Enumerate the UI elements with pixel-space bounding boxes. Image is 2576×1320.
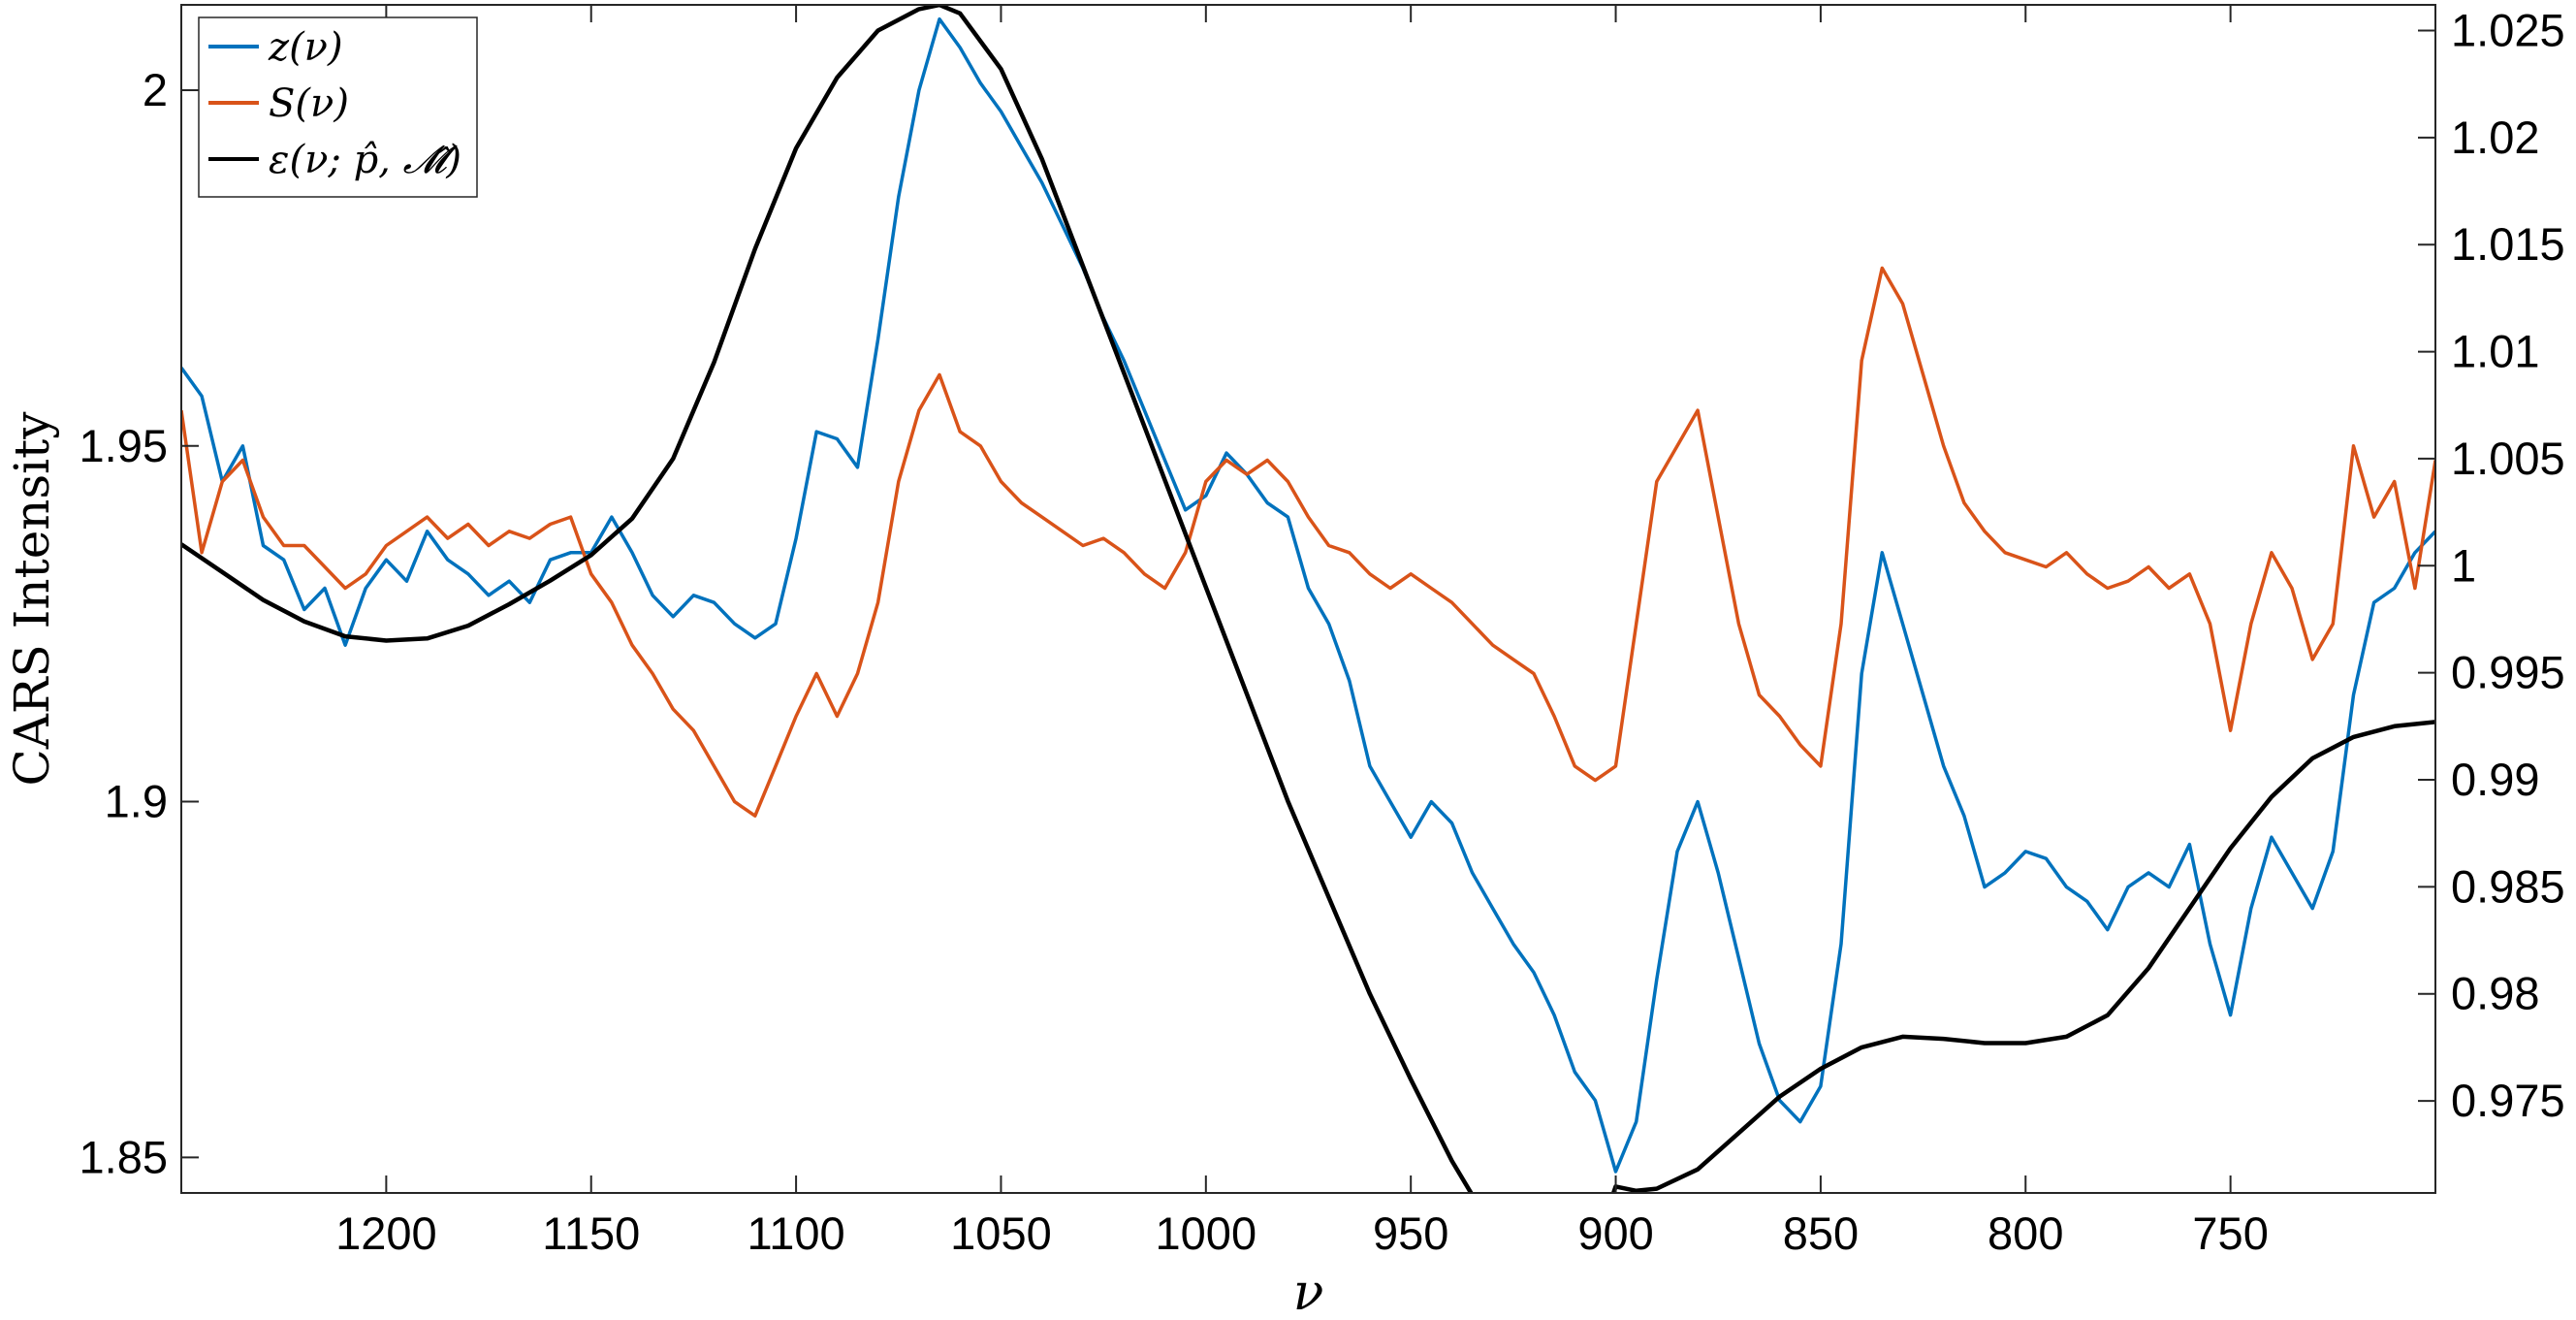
x-tick-label: 850: [1783, 1207, 1859, 1259]
y-axis-label: CARS Intensity: [4, 411, 60, 787]
y2-tick-label: 0.99: [2451, 754, 2539, 805]
x-tick-label: 1200: [335, 1207, 437, 1259]
y2-tick-label: 1.005: [2451, 433, 2565, 484]
x-tick-label: 1050: [950, 1207, 1052, 1259]
series-line-1: [181, 16, 2435, 1174]
legend: z(ν) S(ν) ε(ν; p̂, 𝓜̂): [198, 16, 478, 198]
series-line-3: [181, 5, 2435, 1193]
y2-tick-label: 1.02: [2451, 112, 2539, 163]
x-tick-label: 800: [1988, 1207, 2063, 1259]
y2-tick-label: 1: [2451, 539, 2476, 591]
x-tick-label: 750: [2192, 1207, 2268, 1259]
plot-lines: [181, 5, 2435, 1193]
y-tick-label: 1.9: [105, 776, 168, 827]
y2-axis-ticks: 0.975 0.98 0.985 0.99 0.995 1 1.005 1.01 1.015 1.…: [2418, 4, 2565, 1126]
y2-tick-label: 0.985: [2451, 860, 2565, 912]
axes-box: [180, 4, 2436, 1194]
y-axis-ticks: 1.85 1.9 1.95 2: [80, 64, 199, 1182]
legend-label: S(ν): [269, 81, 349, 126]
x-tick-label: 1150: [542, 1207, 640, 1259]
y2-tick-label: 1.025: [2451, 4, 2565, 55]
y-tick-label: 2: [143, 64, 168, 115]
y2-tick-label: 0.995: [2451, 647, 2565, 698]
x-tick-label: 950: [1373, 1207, 1448, 1259]
y2-tick-label: 1.015: [2451, 218, 2565, 270]
y2-tick-label: 1.01: [2451, 326, 2539, 377]
x-axis-ticks: 1200 1150 1100 1050 1000 950 900 850 800 750: [335, 5, 2269, 1259]
series-line-2: [181, 266, 2435, 818]
x-tick-label: 1000: [1156, 1207, 1257, 1259]
y-tick-label: 1.85: [80, 1131, 168, 1182]
legend-label: ε(ν; p̂, 𝓜̂): [269, 138, 461, 182]
y-tick-label: 1.95: [80, 420, 168, 471]
x-axis-label: ν: [1293, 1264, 1324, 1320]
x-tick-label: 900: [1577, 1207, 1653, 1259]
legend-label: z(ν): [268, 25, 343, 70]
x-tick-label: 1100: [747, 1207, 845, 1259]
y2-tick-label: 0.98: [2451, 968, 2539, 1019]
y2-tick-label: 0.975: [2451, 1075, 2565, 1126]
